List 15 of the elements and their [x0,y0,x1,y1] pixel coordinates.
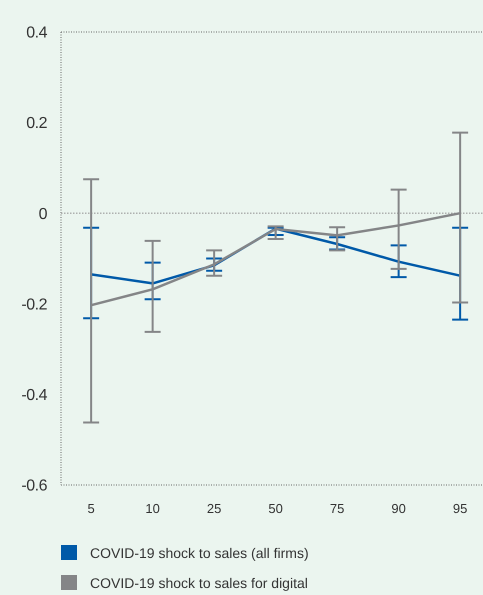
x-tick-label: 75 [330,501,344,516]
x-tick-label: 25 [206,501,222,516]
y-tick-label: -0.2 [21,296,48,314]
legend-label: COVID-19 shock to sales (all firms) [90,544,309,561]
x-tick-label: 90 [391,501,406,516]
x-tick-label: 5 [88,501,95,516]
x-tick-label: 50 [268,501,283,516]
x-tick-label: 95 [452,501,468,516]
x-tick-label: 10 [145,501,160,516]
y-tick-label: -0.6 [21,478,48,495]
y-tick-label: 0.4 [26,24,48,42]
legend-label: COVID-19 shock to sales for digital [90,574,308,591]
y-tick-label: 0 [38,206,48,223]
y-tick-label: 0.2 [26,115,48,132]
y-tick-label: -0.4 [21,387,48,404]
